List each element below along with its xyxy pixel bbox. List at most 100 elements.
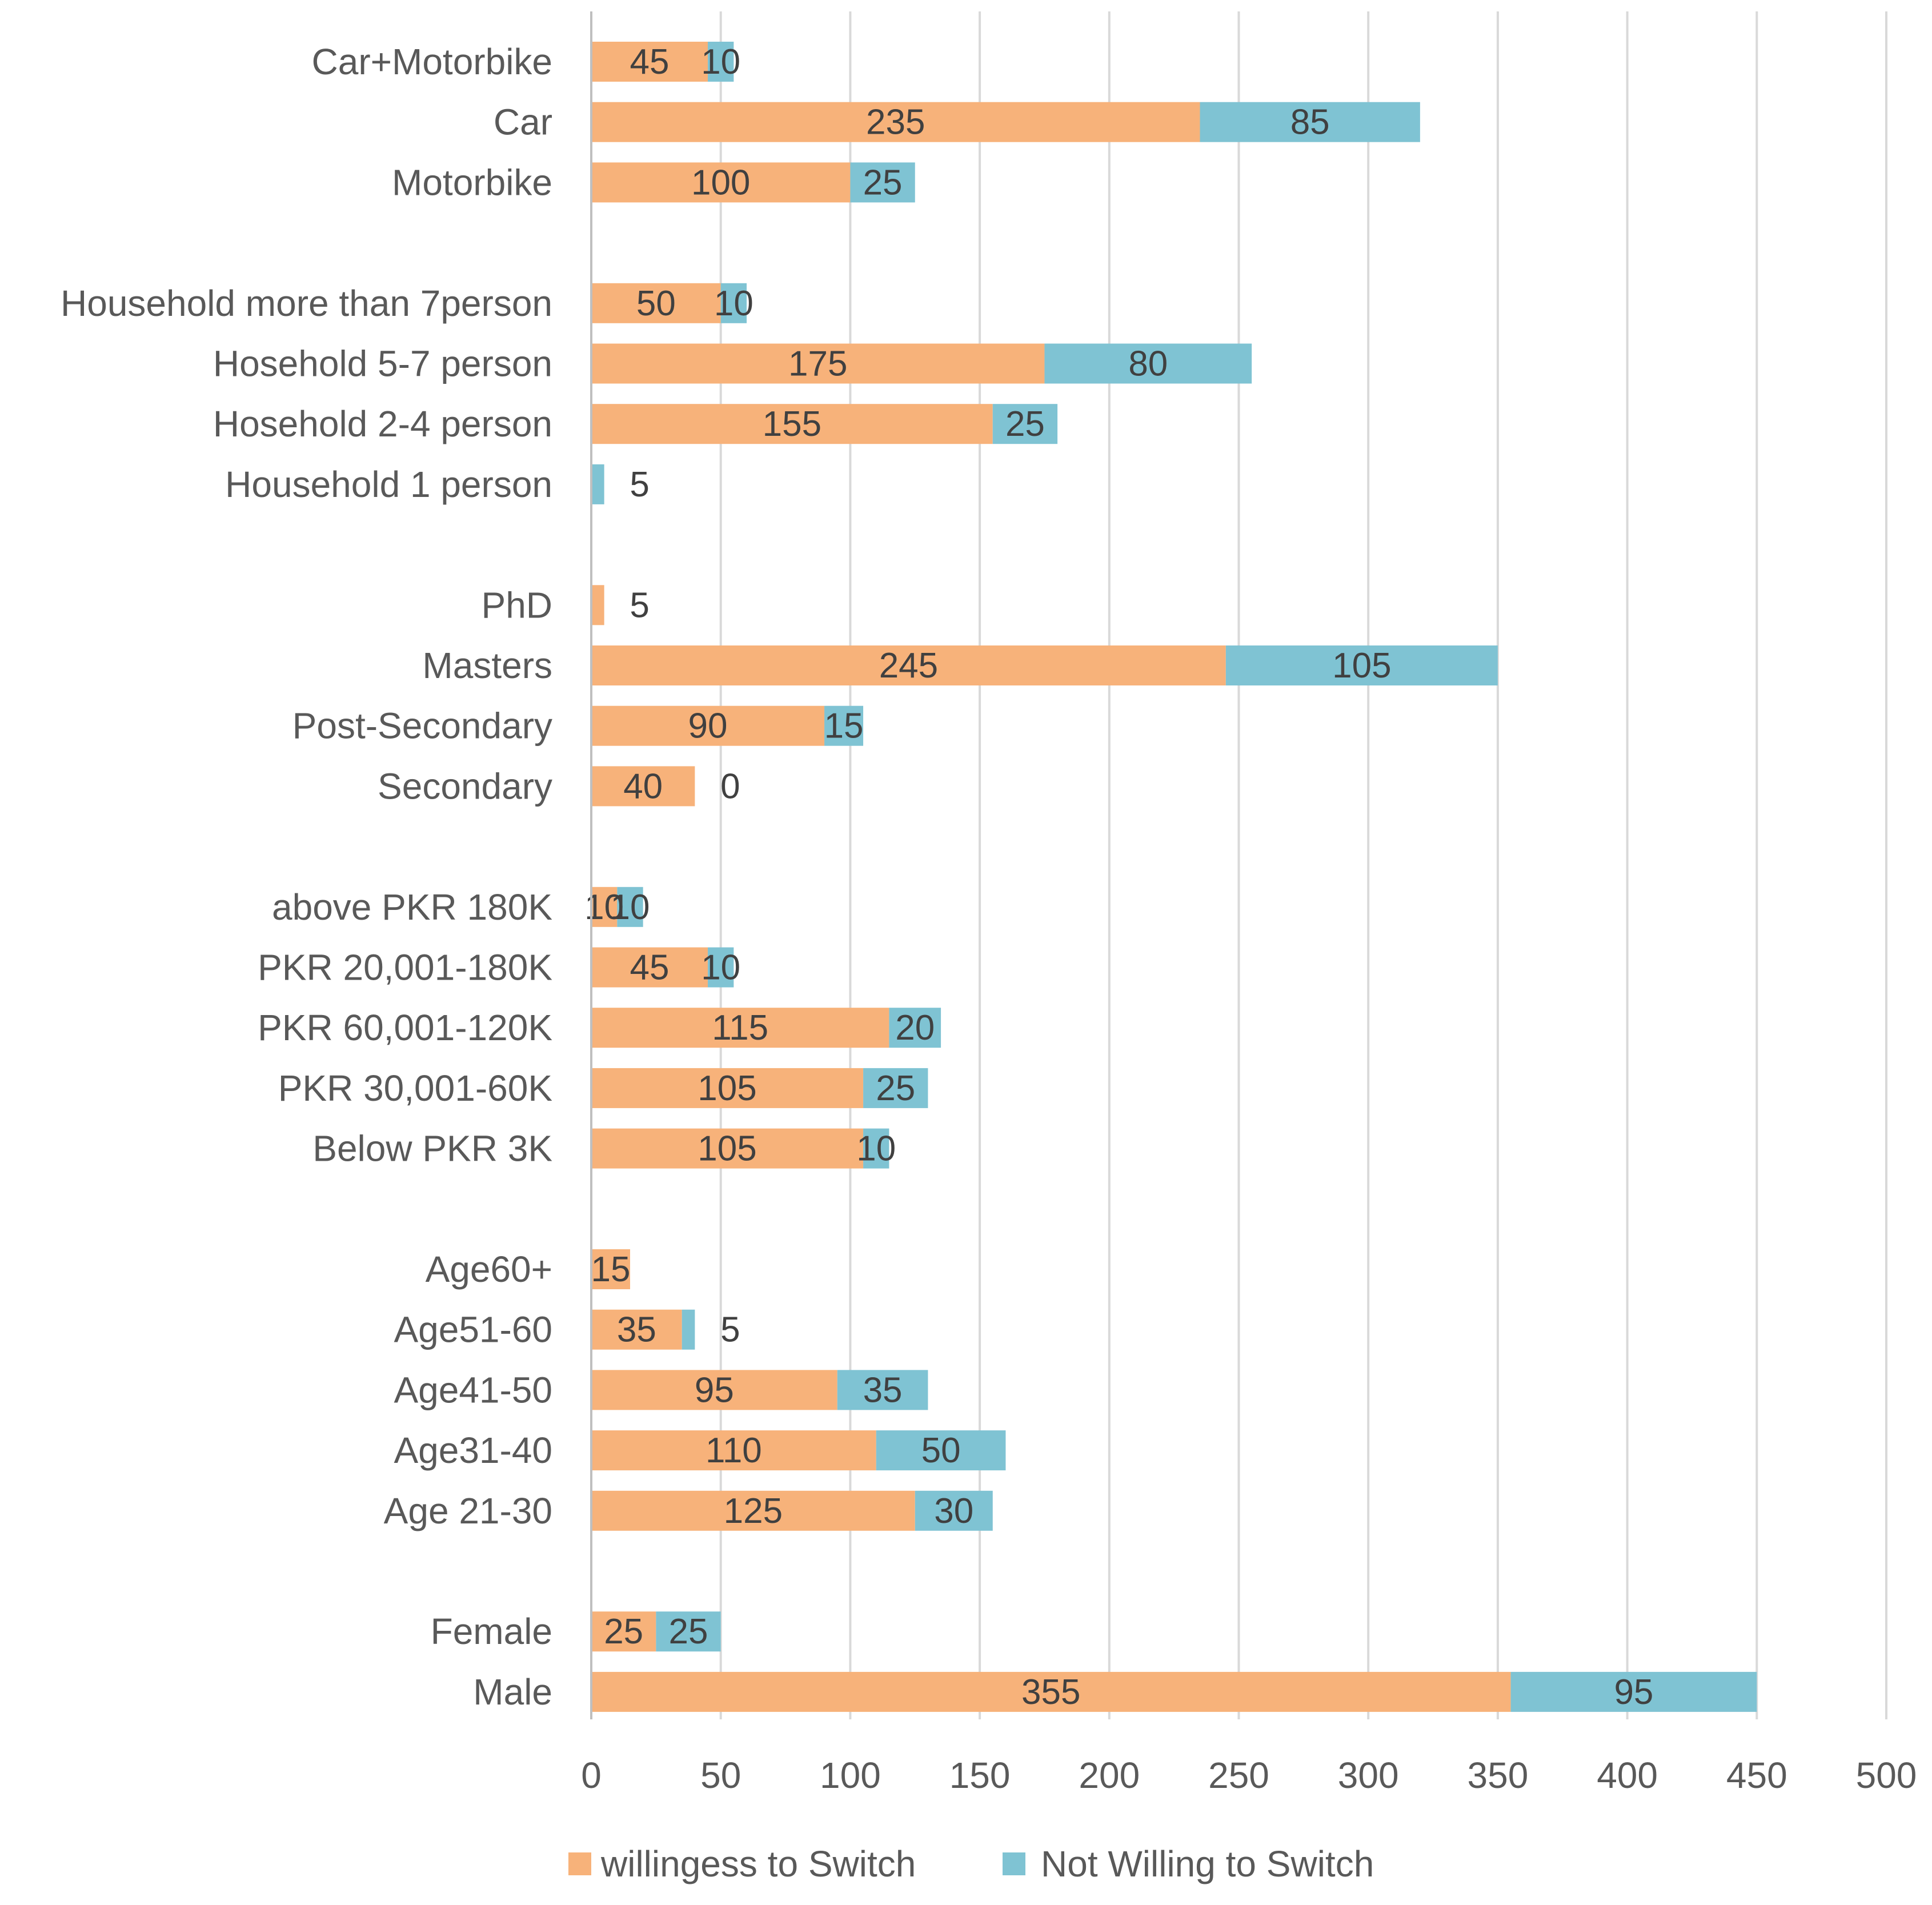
axis-layer: 0 50 100 150 200 250 300 350 400 450 500Car+Motorb… (61, 11, 1917, 1796)
x-tick-500: 500 (1856, 1755, 1917, 1796)
data-label-masters-not-willing-to-switch: 105 (1332, 646, 1391, 685)
data-label-male-not-willing-to-switch: 95 (1614, 1673, 1653, 1712)
x-tick-150: 150 (949, 1755, 1011, 1796)
data-label-female-willingess-to-switch: 25 (604, 1612, 643, 1651)
bar-post-secondary-not-willing-to-switch (824, 705, 864, 746)
x-tick-0: 0 (581, 1755, 602, 1796)
x-tick-450: 450 (1726, 1755, 1787, 1796)
data-label-below-pkr-3k-not-willing-to-switch: 10 (856, 1129, 896, 1169)
data-label-below-pkr-3k-willingess-to-switch: 105 (698, 1129, 756, 1169)
category-label-female: Female (431, 1611, 552, 1652)
x-tick-300: 300 (1338, 1755, 1399, 1796)
bar-age60-willingess-to-switch (591, 1249, 631, 1289)
bar-female-not-willing-to-switch (656, 1611, 721, 1652)
bar-male-not-willing-to-switch (1510, 1671, 1757, 1712)
bar-car-willingess-to-switch (591, 102, 1200, 142)
data-label-age41-50-not-willing-to-switch: 35 (863, 1370, 903, 1410)
category-label-age51-60: Age51-60 (394, 1309, 552, 1350)
data-label-car-motorbike-not-willing-to-switch: 10 (701, 42, 740, 82)
bar-post-secondary-willingess-to-switch (591, 705, 825, 746)
data-label-pkr-60-001-120k-willingess-to-switch: 115 (712, 1008, 768, 1048)
data-label-secondary-willingess-to-switch: 40 (623, 767, 663, 806)
data-label-age-21-30-not-willing-to-switch: 30 (934, 1491, 973, 1531)
bar-male-willingess-to-switch (591, 1671, 1511, 1712)
data-label-household-1-person-not-willing-to-switch: 5 (630, 465, 649, 504)
data-label-hosehold-5-7-person-not-willing-to-switch: 80 (1128, 344, 1168, 384)
bar-secondary-willingess-to-switch (591, 766, 695, 807)
category-label-masters: Masters (422, 645, 552, 686)
data-label-age-21-30-willingess-to-switch: 125 (724, 1491, 783, 1531)
bar-layer (591, 42, 1757, 1712)
data-label-masters-willingess-to-switch: 245 (879, 646, 938, 685)
data-label-motorbike-willingess-to-switch: 100 (691, 163, 750, 202)
data-label-male-willingess-to-switch: 355 (1021, 1673, 1080, 1712)
bar-car-not-willing-to-switch (1200, 102, 1420, 142)
category-label-secondary: Secondary (378, 765, 552, 807)
bar-car-motorbike-not-willing-to-switch (708, 42, 734, 82)
x-tick-200: 200 (1079, 1755, 1140, 1796)
data-label-hosehold-2-4-person-not-willing-to-switch: 25 (1005, 404, 1045, 444)
bar-age41-50-willingess-to-switch (591, 1370, 837, 1410)
x-tick-400: 400 (1597, 1755, 1658, 1796)
data-label-car-motorbike-willingess-to-switch: 45 (630, 42, 670, 82)
bar-hosehold-2-4-person-willingess-to-switch (591, 404, 993, 444)
data-label-pkr-20-001-180k-willingess-to-switch: 45 (630, 948, 670, 988)
legend: willingess to Switch Not Willing to Switc… (568, 1843, 1374, 1884)
bar-car-motorbike-willingess-to-switch (591, 42, 708, 82)
x-tick-250: 250 (1208, 1755, 1269, 1796)
category-label-post-secondary: Post-Secondary (292, 705, 552, 747)
bar-pkr-60-001-120k-willingess-to-switch (591, 1008, 889, 1048)
legend-label-not-willing-to-switch: Not Willing to Switch (1041, 1843, 1374, 1884)
data-label-pkr-60-001-120k-not-willing-to-switch: 20 (895, 1008, 935, 1048)
bar-age51-60-willingess-to-switch (591, 1309, 682, 1350)
data-label-age51-60-not-willing-to-switch: 5 (720, 1310, 740, 1350)
category-label-hosehold-5-7-person: Hosehold 5-7 person (213, 343, 552, 384)
data-label-pkr-30-001-60k-not-willing-to-switch: 25 (876, 1069, 915, 1108)
data-label-secondary-not-willing-to-switch: 0 (720, 767, 740, 806)
bar-hosehold-5-7-person-willingess-to-switch (591, 343, 1045, 384)
bar-age41-50-not-willing-to-switch (837, 1370, 928, 1410)
bar-age51-60-not-willing-to-switch (682, 1309, 695, 1350)
bar-age31-40-not-willing-to-switch (876, 1430, 1006, 1471)
bar-above-pkr-180k-willingess-to-switch (591, 887, 618, 927)
data-label-age41-50-willingess-to-switch: 95 (695, 1370, 734, 1410)
category-label-age-21-30: Age 21-30 (384, 1490, 552, 1531)
category-label-motorbike: Motorbike (392, 162, 552, 203)
bar-below-pkr-3k-willingess-to-switch (591, 1128, 864, 1169)
bar-age-21-30-not-willing-to-switch (915, 1490, 993, 1531)
category-label-pkr-30-001-60k: PKR 30,001-60K (278, 1068, 552, 1109)
data-label-household-more-than-7person-not-willing-to-switch: 10 (714, 284, 753, 323)
data-label-car-not-willing-to-switch: 85 (1290, 103, 1330, 142)
category-label-below-pkr-3k: Below PKR 3K (312, 1128, 552, 1169)
bar-pkr-60-001-120k-not-willing-to-switch (889, 1008, 941, 1048)
x-tick-50: 50 (700, 1755, 741, 1796)
bar-age-21-30-willingess-to-switch (591, 1490, 915, 1531)
bar-masters-not-willing-to-switch (1225, 645, 1498, 685)
category-label-male: Male (473, 1671, 552, 1713)
data-label-female-not-willing-to-switch: 25 (669, 1612, 708, 1651)
x-tick-350: 350 (1468, 1755, 1529, 1796)
data-label-household-more-than-7person-willingess-to-switch: 50 (636, 284, 676, 323)
category-label-household-1-person: Household 1 person (225, 464, 552, 505)
data-label-hosehold-2-4-person-willingess-to-switch: 155 (763, 404, 821, 444)
category-label-hosehold-2-4-person: Hosehold 2-4 person (213, 403, 552, 444)
data-label-hosehold-5-7-person-willingess-to-switch: 175 (788, 344, 847, 384)
data-label-above-pkr-180k-not-willing-to-switch: 10 (611, 888, 650, 927)
category-label-household-more-than-7person: Household more than 7person (61, 283, 552, 324)
data-label-age31-40-not-willing-to-switch: 50 (921, 1431, 961, 1470)
category-label-above-pkr-180k: above PKR 180K (272, 887, 552, 928)
data-label-age31-40-willingess-to-switch: 110 (706, 1431, 762, 1470)
legend-label-willingess-to-switch: willingess to Switch (600, 1843, 916, 1884)
bar-hosehold-5-7-person-not-willing-to-switch (1044, 343, 1252, 384)
category-label-phd: PhD (482, 584, 553, 625)
category-label-age31-40: Age31-40 (394, 1430, 552, 1471)
bar-household-more-than-7person-willingess-to-switch (591, 283, 721, 323)
data-label-post-secondary-not-willing-to-switch: 15 (824, 707, 864, 746)
legend-item-not-willing-to-switch: Not Willing to Switch (1003, 1843, 1374, 1884)
data-label-age60-willingess-to-switch: 15 (591, 1250, 631, 1289)
bar-below-pkr-3k-not-willing-to-switch (863, 1128, 889, 1169)
bar-household-1-person-not-willing-to-switch (591, 464, 604, 504)
